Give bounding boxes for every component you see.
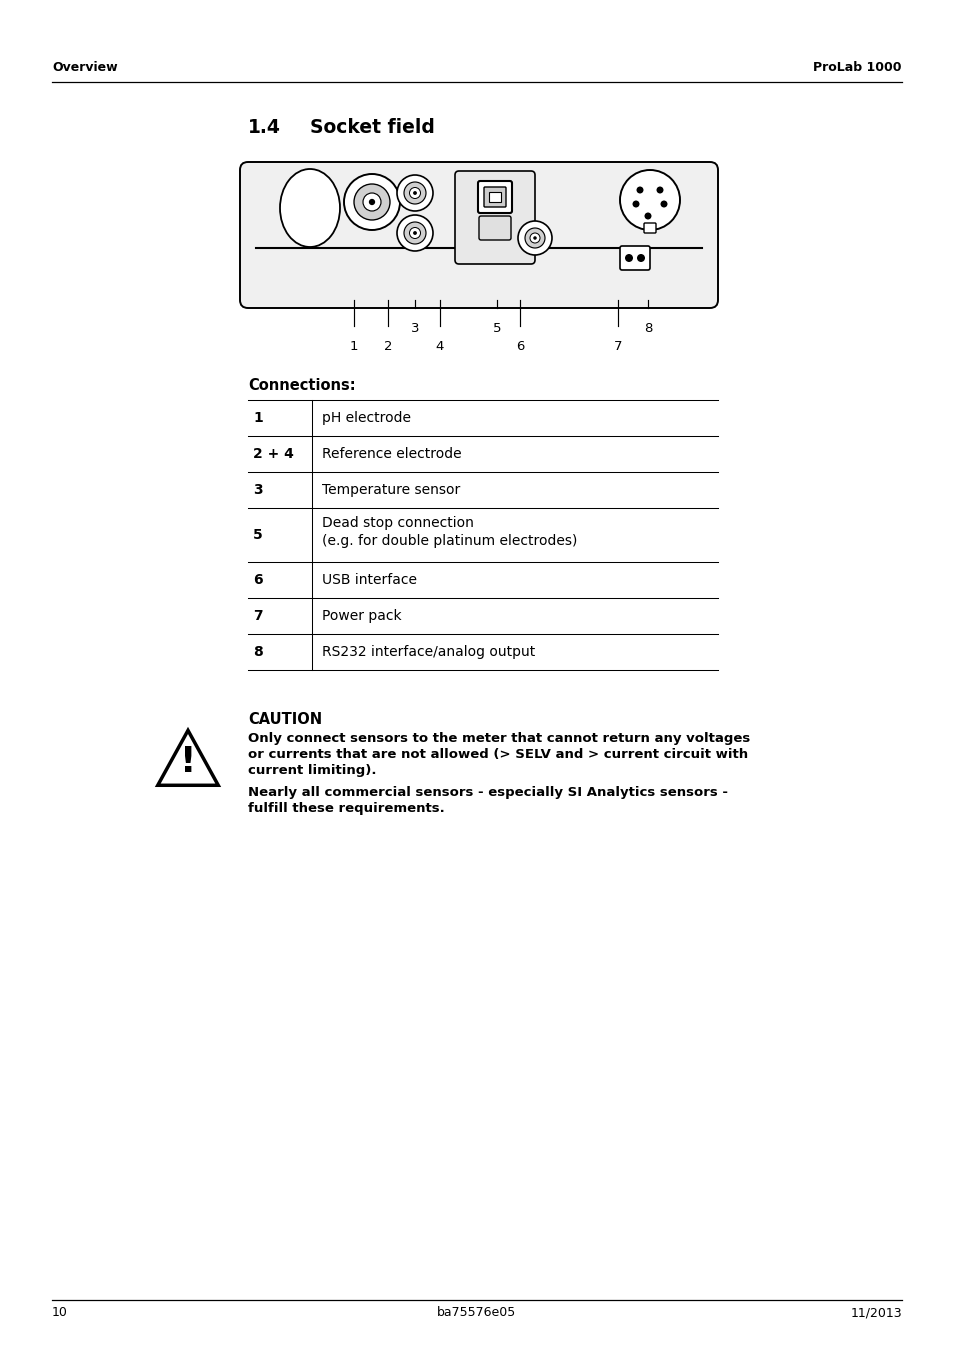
Text: 2 + 4: 2 + 4 [253, 447, 294, 460]
Text: 7: 7 [253, 609, 262, 622]
FancyBboxPatch shape [619, 246, 649, 270]
Text: current limiting).: current limiting). [248, 764, 376, 778]
Circle shape [524, 228, 544, 248]
Circle shape [363, 193, 380, 211]
Circle shape [413, 192, 416, 194]
Text: 1: 1 [253, 410, 262, 425]
Circle shape [659, 201, 667, 208]
FancyBboxPatch shape [489, 192, 500, 202]
Text: Socket field: Socket field [310, 117, 435, 136]
Circle shape [624, 254, 633, 262]
Text: Nearly all commercial sensors - especially SI Analytics sensors -: Nearly all commercial sensors - especial… [248, 786, 727, 799]
FancyBboxPatch shape [455, 171, 535, 265]
Circle shape [344, 174, 399, 230]
Circle shape [619, 170, 679, 230]
Text: Dead stop connection: Dead stop connection [322, 516, 474, 531]
Circle shape [369, 198, 375, 205]
Text: 8: 8 [253, 645, 262, 659]
Text: Reference electrode: Reference electrode [322, 447, 461, 460]
Text: 8: 8 [643, 323, 652, 335]
Text: !: ! [179, 745, 196, 779]
Text: Overview: Overview [52, 61, 117, 74]
Text: 2: 2 [383, 340, 392, 352]
Text: ProLab 1000: ProLab 1000 [813, 61, 901, 74]
Text: CAUTION: CAUTION [248, 711, 322, 728]
Text: 5: 5 [253, 528, 262, 541]
Text: RS232 interface/analog output: RS232 interface/analog output [322, 645, 535, 659]
Text: 11/2013: 11/2013 [849, 1305, 901, 1319]
FancyBboxPatch shape [643, 223, 656, 234]
Text: 3: 3 [253, 483, 262, 497]
Text: 6: 6 [516, 340, 523, 352]
Polygon shape [157, 730, 218, 786]
Text: Temperature sensor: Temperature sensor [322, 483, 459, 497]
Circle shape [409, 228, 420, 239]
Circle shape [396, 176, 433, 211]
Circle shape [533, 236, 537, 240]
Text: 5: 5 [493, 323, 500, 335]
Text: 10: 10 [52, 1305, 68, 1319]
Text: (e.g. for double platinum electrodes): (e.g. for double platinum electrodes) [322, 535, 577, 548]
Circle shape [637, 254, 644, 262]
Circle shape [409, 188, 420, 198]
Text: or currents that are not allowed (> SELV and > current circuit with: or currents that are not allowed (> SELV… [248, 748, 747, 761]
Circle shape [396, 215, 433, 251]
FancyBboxPatch shape [483, 188, 505, 207]
Text: 3: 3 [411, 323, 418, 335]
FancyBboxPatch shape [477, 181, 512, 213]
Text: 7: 7 [613, 340, 621, 352]
Text: 1: 1 [350, 340, 358, 352]
Text: ba75576e05: ba75576e05 [436, 1305, 517, 1319]
Circle shape [656, 186, 662, 193]
Text: Only connect sensors to the meter that cannot return any voltages: Only connect sensors to the meter that c… [248, 732, 749, 745]
Text: 1.4: 1.4 [248, 117, 280, 136]
Text: Connections:: Connections: [248, 378, 355, 393]
Circle shape [403, 221, 426, 244]
Circle shape [530, 234, 539, 243]
Text: 4: 4 [436, 340, 444, 352]
FancyBboxPatch shape [478, 216, 511, 240]
Circle shape [403, 182, 426, 204]
Circle shape [354, 184, 390, 220]
Circle shape [632, 201, 639, 208]
Circle shape [644, 212, 651, 220]
Text: USB interface: USB interface [322, 572, 416, 587]
Circle shape [636, 186, 643, 193]
Text: pH electrode: pH electrode [322, 410, 411, 425]
Circle shape [413, 231, 416, 235]
Circle shape [517, 221, 552, 255]
Text: Power pack: Power pack [322, 609, 401, 622]
Ellipse shape [280, 169, 339, 247]
FancyBboxPatch shape [240, 162, 718, 308]
Text: fulfill these requirements.: fulfill these requirements. [248, 802, 444, 815]
Text: 6: 6 [253, 572, 262, 587]
